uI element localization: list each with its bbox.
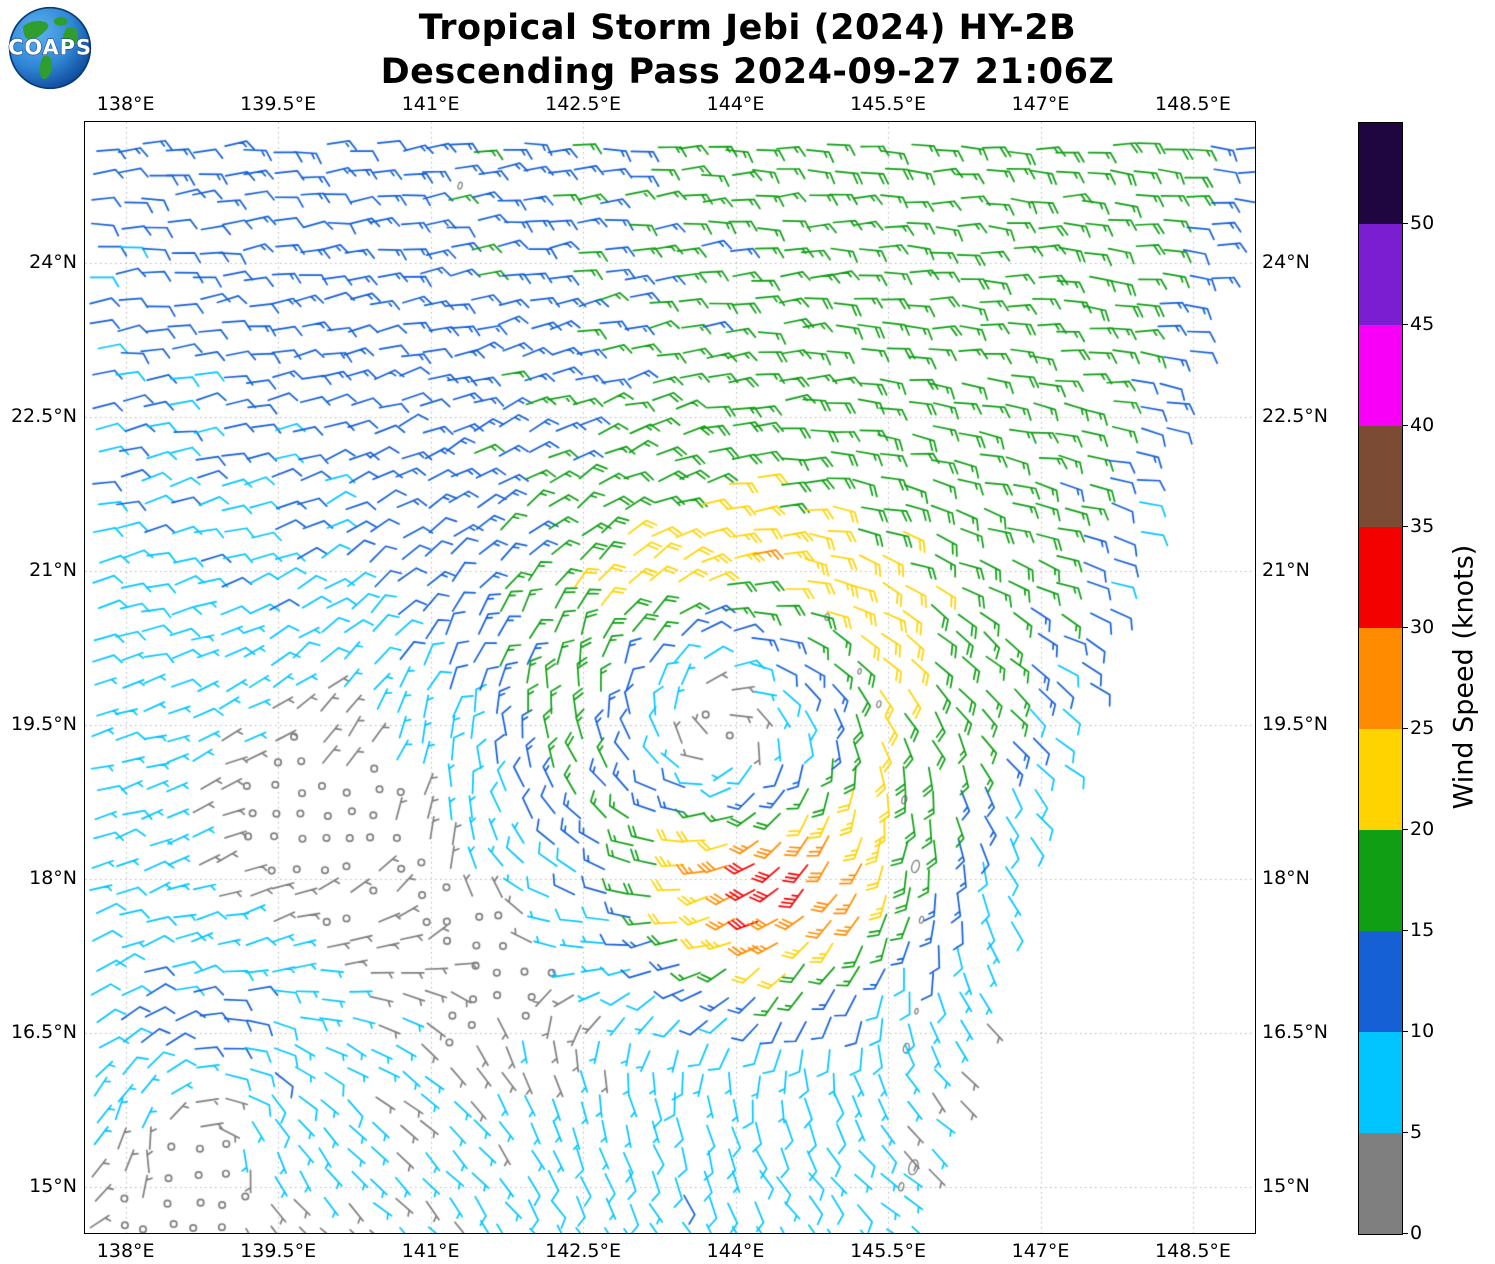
y-tick-label-left: 16.5°N <box>10 1020 77 1043</box>
x-tick-label-top: 139.5°E <box>240 93 317 115</box>
colorbar-tick-label: 50 <box>1410 212 1435 234</box>
colorbar-tick-label: 15 <box>1410 919 1435 941</box>
y-tick-label-right: 21°N <box>1262 558 1310 581</box>
colorbar-tick-mark <box>1402 1132 1408 1133</box>
x-tick-label-bottom: 147°E <box>1011 1240 1070 1262</box>
colorbar-segment-45-50 <box>1359 224 1402 325</box>
colorbar-segment-25-30 <box>1359 628 1402 729</box>
x-tick-label-bottom: 139.5°E <box>240 1240 317 1262</box>
colorbar-segment-15-20 <box>1359 830 1402 931</box>
colorbar-tick-label: 10 <box>1410 1020 1435 1042</box>
y-tick-label-left: 22.5°N <box>10 404 77 427</box>
y-tick-label-right: 16.5°N <box>1262 1020 1329 1043</box>
x-tick-label-bottom: 142.5°E <box>545 1240 622 1262</box>
colorbar-tick-mark <box>1402 829 1408 830</box>
x-tick-label-bottom: 144°E <box>706 1240 765 1262</box>
chart-subtitle: Descending Pass 2024-09-27 21:06Z <box>380 52 1115 92</box>
y-tick-label-left: 19.5°N <box>10 712 77 735</box>
continent-shape <box>63 27 79 49</box>
colorbar-title: Wind Speed (knots) <box>1448 544 1480 810</box>
colorbar-tick-mark <box>1402 930 1408 931</box>
colorbar-segment-0-5 <box>1359 1133 1402 1234</box>
y-tick-label-right: 18°N <box>1262 866 1310 889</box>
colorbar-tick-mark <box>1402 1031 1408 1032</box>
colorbar-tick-label: 35 <box>1410 515 1435 537</box>
x-tick-label-top: 145.5°E <box>850 93 926 115</box>
colorbar-tick-label: 30 <box>1410 616 1435 638</box>
chart-title: Tropical Storm Jebi (2024) HY-2B <box>418 8 1077 48</box>
y-tick-label-right: 24°N <box>1262 250 1310 273</box>
x-tick-label-top: 138°E <box>96 93 155 115</box>
colorbar-segment-10-15 <box>1359 931 1402 1032</box>
logo-text: COAPS <box>8 36 92 60</box>
y-tick-label-right: 22.5°N <box>1262 404 1329 427</box>
colorbar-tick-mark <box>1402 728 1408 729</box>
colorbar-tick-mark <box>1402 425 1408 426</box>
colorbar-tick-label: 5 <box>1410 1121 1423 1143</box>
x-tick-label-bottom: 138°E <box>96 1240 155 1262</box>
colorbar-tick-mark <box>1402 324 1408 325</box>
continent-shape <box>53 16 68 26</box>
colorbar-tick-mark <box>1402 526 1408 527</box>
y-tick-label-right: 19.5°N <box>1262 712 1329 735</box>
continent-shape <box>23 20 49 40</box>
colorbar-tick-mark <box>1402 223 1408 224</box>
colorbar-segment-30-35 <box>1359 527 1402 628</box>
x-tick-label-top: 144°E <box>706 93 765 115</box>
continent-shape <box>39 55 53 80</box>
colorbar-segment-40-45 <box>1359 325 1402 426</box>
colorbar-tick-label: 25 <box>1410 717 1435 739</box>
y-tick-label-left: 21°N <box>29 558 77 581</box>
x-tick-label-bottom: 145.5°E <box>850 1240 926 1262</box>
x-tick-label-bottom: 148.5°E <box>1155 1240 1231 1262</box>
colorbar-tick-label: 20 <box>1410 818 1435 840</box>
colorbar-segment-20-25 <box>1359 729 1402 830</box>
y-tick-label-left: 15°N <box>29 1174 77 1197</box>
x-tick-label-bottom: 141°E <box>401 1240 460 1262</box>
coaps-logo: COAPS <box>8 6 92 90</box>
colorbar-tick-mark <box>1402 627 1408 628</box>
x-tick-label-top: 141°E <box>401 93 460 115</box>
colorbar-tick-label: 45 <box>1410 313 1435 335</box>
colorbar-tick-mark <box>1402 1233 1408 1234</box>
y-tick-label-left: 18°N <box>29 866 77 889</box>
wind-barb-field-canvas <box>85 122 1255 1233</box>
colorbar <box>1358 122 1403 1235</box>
colorbar-segment-50-55 <box>1359 123 1402 224</box>
x-tick-label-top: 147°E <box>1011 93 1070 115</box>
colorbar-tick-label: 40 <box>1410 414 1435 436</box>
x-tick-label-top: 142.5°E <box>545 93 622 115</box>
colorbar-tick-label: 0 <box>1410 1222 1423 1244</box>
y-tick-label-right: 15°N <box>1262 1174 1310 1197</box>
colorbar-segment-35-40 <box>1359 426 1402 527</box>
colorbar-segment-5-10 <box>1359 1032 1402 1133</box>
x-tick-label-top: 148.5°E <box>1155 93 1231 115</box>
y-tick-label-left: 24°N <box>29 250 77 273</box>
